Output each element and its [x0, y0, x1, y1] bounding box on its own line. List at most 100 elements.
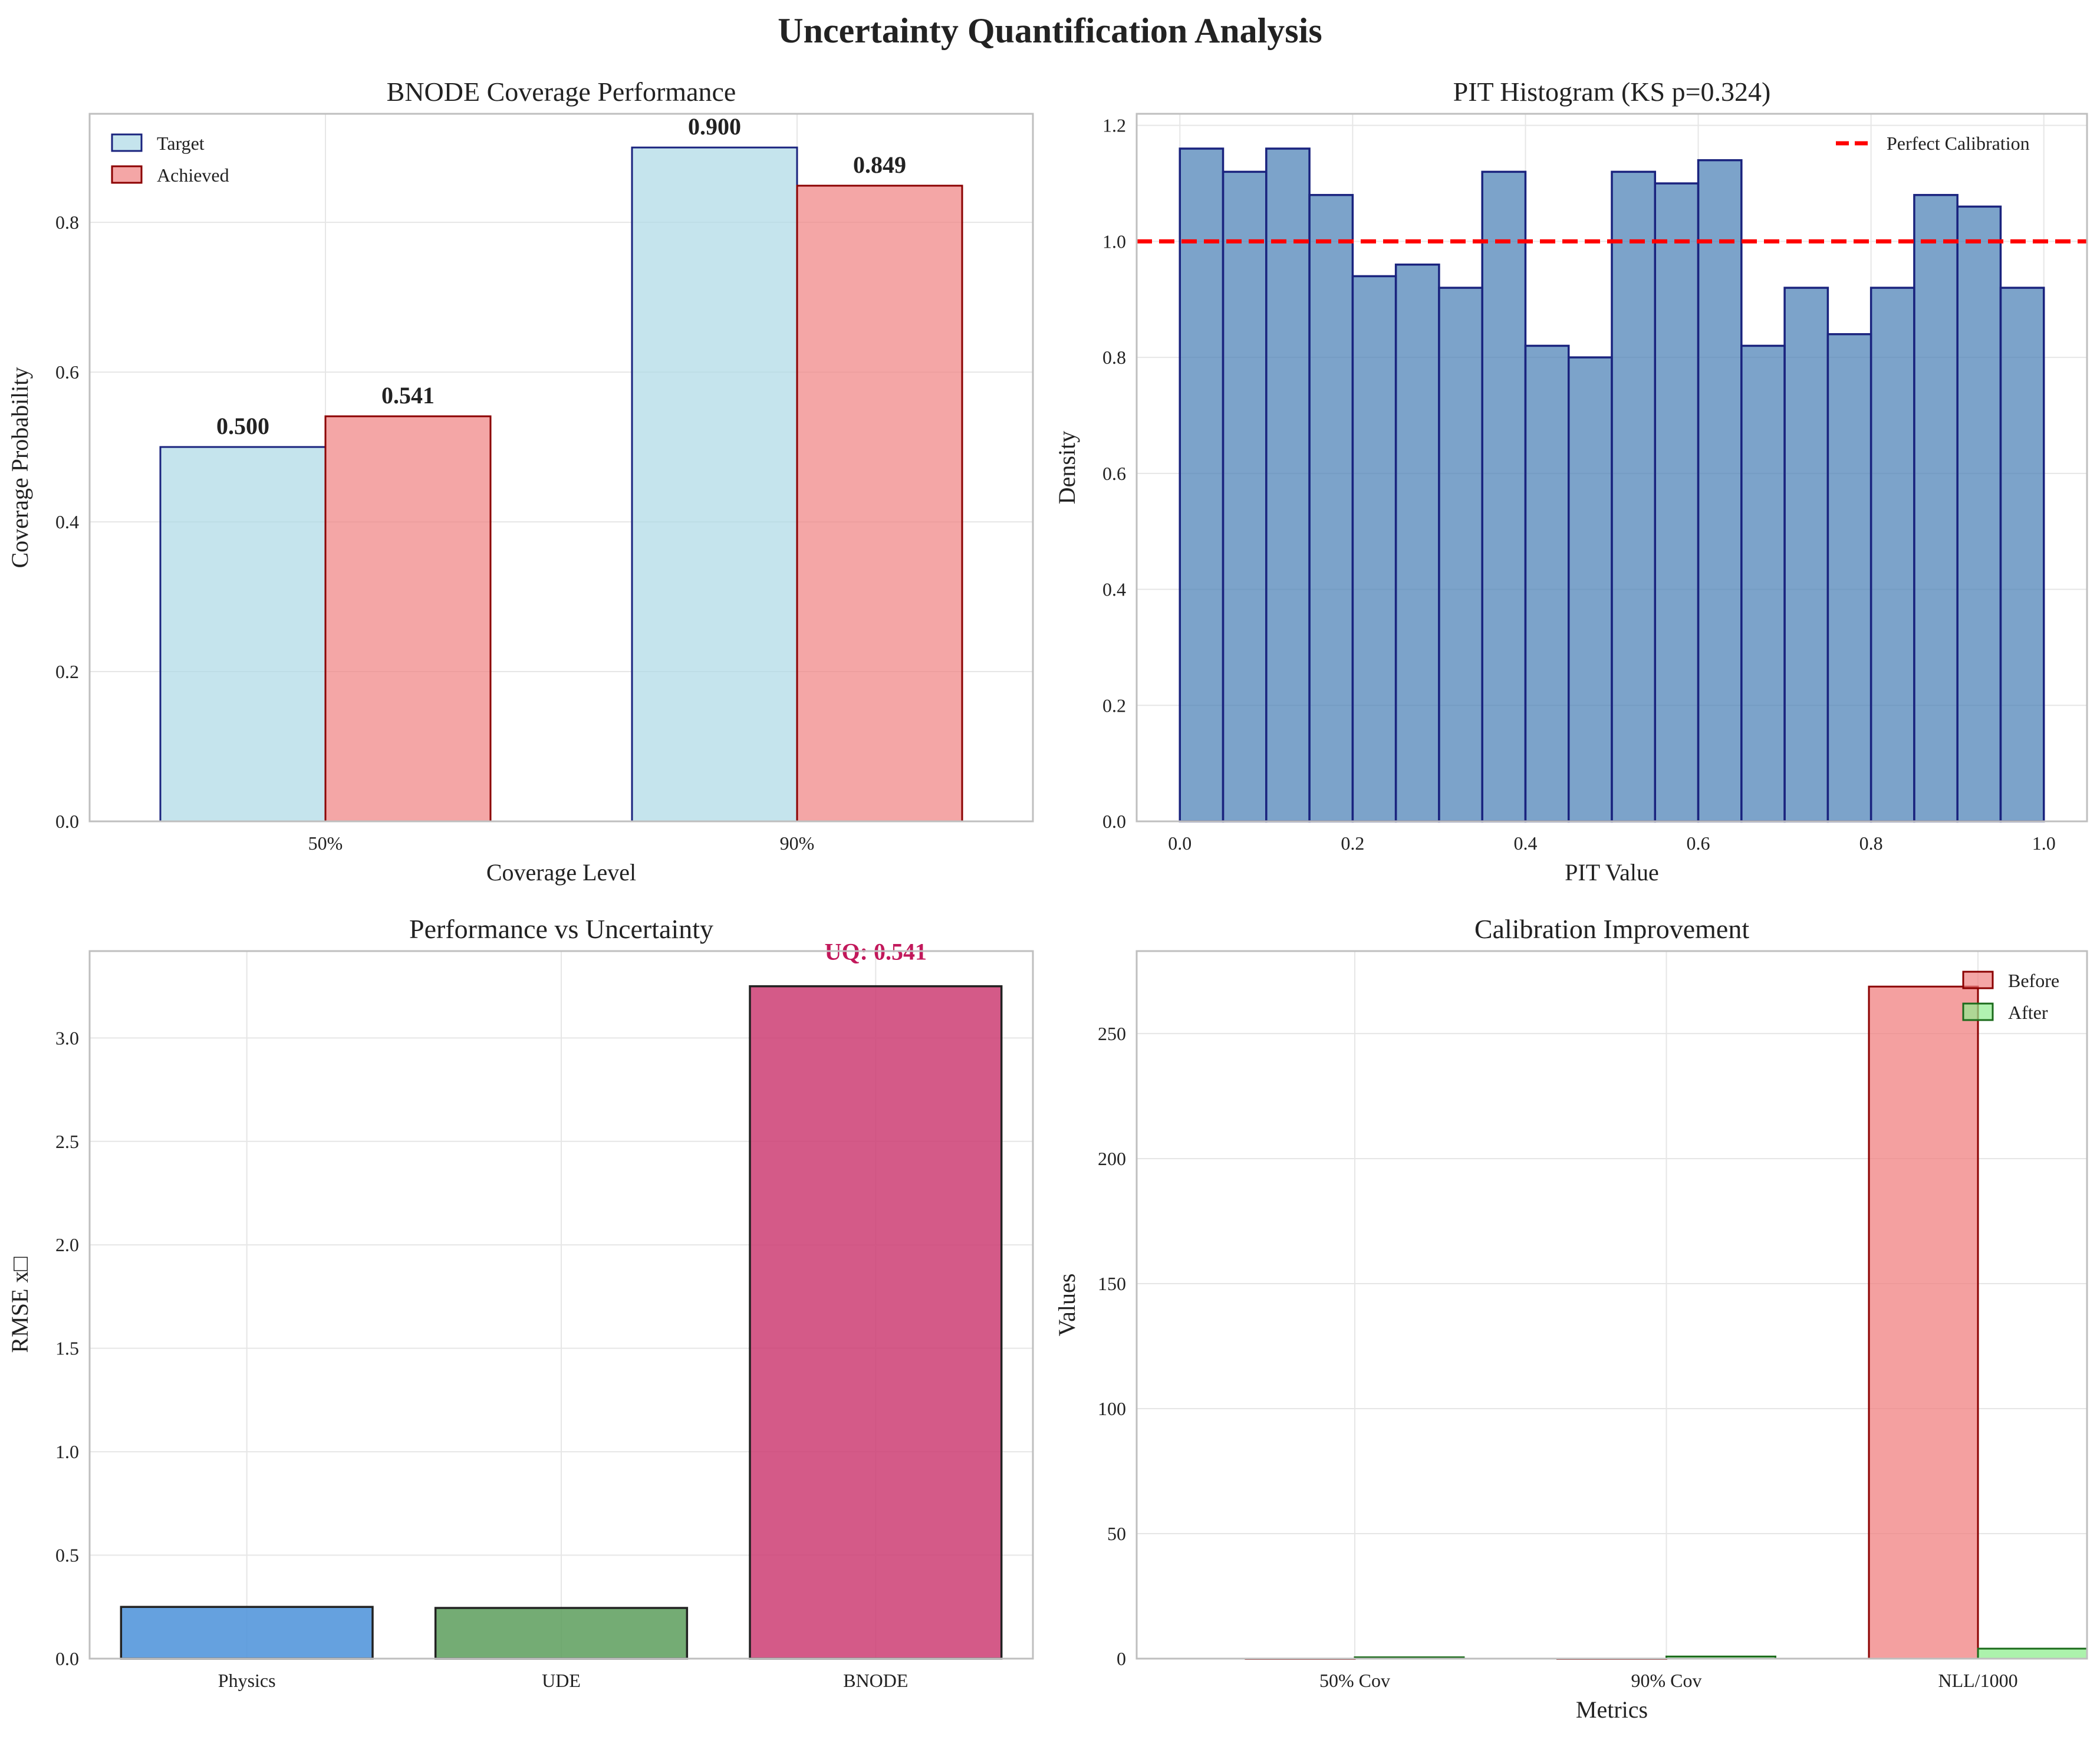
y-axis-label: Values: [1054, 1274, 1080, 1337]
y-tick-label: 50: [1107, 1523, 1126, 1544]
bar-achieved: [324, 415, 492, 823]
y-tick-label: 0.2: [1102, 695, 1126, 716]
bar-bnode: [749, 985, 1003, 1660]
histogram-bar: [1308, 193, 1354, 823]
x-axis-label: Metrics: [1576, 1696, 1648, 1723]
legend-label: Perfect Calibration: [1887, 133, 2030, 154]
x-tick-label: NLL/1000: [1938, 1670, 2017, 1691]
histogram-bar: [1740, 344, 1786, 823]
y-tick-label: 0.0: [1102, 811, 1126, 832]
y-tick-label: 250: [1098, 1023, 1126, 1044]
histogram-bar: [1783, 287, 1829, 823]
legend-label: Target: [157, 133, 205, 154]
x-tick-label: 50% Cov: [1319, 1670, 1390, 1691]
y-tick-label: 2.0: [55, 1234, 79, 1255]
histogram-bar: [1697, 159, 1743, 823]
y-tick-label: 3.0: [55, 1027, 79, 1048]
legend-label: Achieved: [157, 165, 229, 186]
histogram-bar: [1394, 263, 1440, 823]
bar-ude: [434, 1607, 689, 1660]
axes-frame: [88, 950, 1034, 1660]
histogram-bar: [1999, 287, 2045, 823]
histogram-bar: [1179, 147, 1225, 823]
histogram-bar: [1956, 205, 2002, 823]
histogram-bar: [1524, 344, 1570, 823]
bar-after: [1977, 1647, 2088, 1660]
coverage-performance-chart: 0.0 0.2 0.4 0.6 0.8 BNODE Coverage Performanc…: [6, 77, 1034, 886]
histogram-bar: [1438, 287, 1483, 823]
x-tick-label: 90% Cov: [1631, 1670, 1701, 1691]
y-tick-label: 0.0: [55, 811, 79, 832]
bar-target: [159, 446, 327, 823]
legend-label: After: [2008, 1002, 2048, 1023]
bar-value-label: 0.849: [853, 152, 906, 178]
legend-swatch: [1962, 1002, 1994, 1021]
histogram-bar: [1826, 333, 1872, 823]
bar-before: [1868, 985, 1979, 1660]
x-tick-label: 0.2: [1341, 833, 1364, 854]
subplot-title: Performance vs Uncertainty: [409, 914, 713, 944]
y-tick-label: 200: [1098, 1148, 1126, 1169]
histogram-bar: [1611, 170, 1657, 823]
performance-vs-uncertainty-chart: 0.0 0.5 1.0 1.5 2.0 2.5 3.0 Performance vs Unce…: [6, 914, 1034, 1691]
y-tick-label: 0.8: [55, 212, 79, 233]
x-tick-label: Physics: [218, 1670, 276, 1691]
y-tick-label: 0.5: [55, 1545, 79, 1566]
histogram-bar: [1654, 182, 1700, 823]
x-axis-label: Coverage Level: [486, 859, 636, 886]
y-axis-label: Coverage Probability: [6, 367, 33, 568]
histogram-bar: [1567, 356, 1613, 823]
axes-frame: [1135, 113, 2088, 823]
legend-label: Before: [2008, 970, 2059, 991]
x-axis-label: PIT Value: [1565, 859, 1659, 886]
legend-swatch: [111, 165, 143, 184]
figure-suptitle: Uncertainty Quantification Analysis: [778, 11, 1322, 50]
y-tick-label: 1.2: [1102, 115, 1126, 136]
bar-value-label: 0.541: [381, 382, 435, 409]
y-tick-label: 150: [1098, 1273, 1126, 1294]
subplot-title: BNODE Coverage Performance: [387, 77, 736, 107]
histogram-bar: [1869, 287, 1915, 823]
y-axis-label: Density: [1054, 431, 1080, 504]
axes-frame: [88, 113, 1034, 823]
y-tick-label: 100: [1098, 1398, 1126, 1419]
y-tick-label: 0.0: [55, 1648, 79, 1669]
histogram-bar: [1351, 275, 1397, 823]
y-tick-label: 1.0: [1102, 231, 1126, 252]
bar-achieved: [796, 185, 963, 823]
histogram-bar: [1481, 170, 1527, 823]
subplot-title: Calibration Improvement: [1474, 914, 1749, 944]
x-tick-label: 90%: [780, 833, 815, 854]
x-tick-label: 0.4: [1513, 833, 1537, 854]
y-tick-label: 0.2: [55, 661, 79, 682]
x-tick-label: 50%: [308, 833, 343, 854]
histogram-bar: [1913, 193, 1959, 823]
x-tick-label: BNODE: [843, 1670, 908, 1691]
y-tick-label: 1.0: [55, 1441, 79, 1462]
x-tick-label: 0.0: [1168, 833, 1191, 854]
bar-value-label: 0.500: [216, 413, 269, 439]
y-tick-label: 1.5: [55, 1338, 79, 1359]
y-tick-label: 0.6: [55, 361, 79, 383]
y-tick-label: 0: [1117, 1648, 1126, 1669]
y-axis-label: RMSE x□: [6, 1257, 33, 1353]
y-tick-label: 0.4: [1102, 579, 1126, 600]
y-tick-label: 0.8: [1102, 347, 1126, 368]
x-tick-label: 0.8: [1859, 833, 1883, 854]
bar-target: [631, 146, 798, 823]
y-tick-label: 2.5: [55, 1131, 79, 1152]
y-tick-label: 0.4: [55, 511, 79, 532]
y-tick-label: 0.6: [1102, 463, 1126, 484]
calibration-improvement-chart: 0 50 100 150 200 250 Calibration Improvement Va…: [1054, 914, 2088, 1723]
histogram-bar: [1265, 147, 1311, 823]
bar-physics: [120, 1606, 374, 1660]
legend-swatch: [111, 133, 143, 152]
x-tick-label: 0.6: [1687, 833, 1710, 854]
x-tick-label: UDE: [542, 1670, 581, 1691]
x-tick-label: 1.0: [2032, 833, 2056, 854]
legend-swatch: [1962, 971, 1994, 989]
bar-value-label: 0.900: [688, 113, 741, 140]
axes-frame: [1135, 950, 2088, 1660]
histogram-bar: [1222, 170, 1268, 823]
